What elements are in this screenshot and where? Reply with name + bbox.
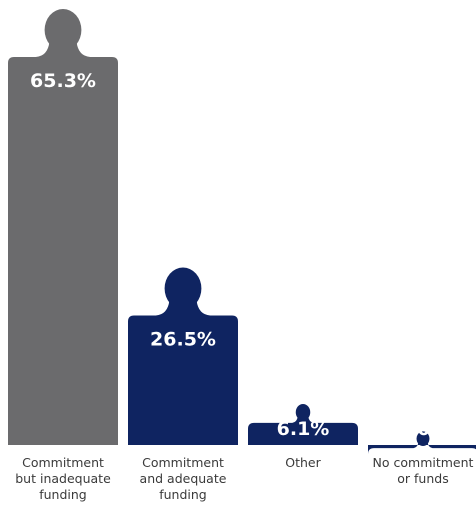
value-label: 65.3% (30, 70, 96, 92)
bar-head (164, 267, 202, 310)
value-labels-group: 65.3% 26.5% 6.1% 2.0% (30, 70, 449, 440)
category-label: No commitment or funds (372, 455, 474, 486)
category-label: Other (285, 455, 321, 470)
bar-body (248, 416, 358, 445)
category-label: Commitment but inadequate funding (15, 455, 111, 502)
bar (128, 267, 238, 445)
bar-body (8, 42, 118, 445)
bar-head (295, 403, 311, 421)
bar-head (416, 431, 430, 447)
bar-head (44, 9, 82, 51)
bar (8, 9, 118, 445)
value-label: 2.0% (397, 418, 450, 440)
bar-body (128, 300, 238, 445)
bar (248, 403, 358, 445)
value-label: 26.5% (150, 328, 216, 350)
bars-group (8, 9, 476, 455)
value-label: 6.1% (277, 418, 330, 440)
category-label: Commitment and adequate funding (139, 455, 227, 502)
bar (368, 431, 476, 455)
bar-body (368, 442, 476, 455)
